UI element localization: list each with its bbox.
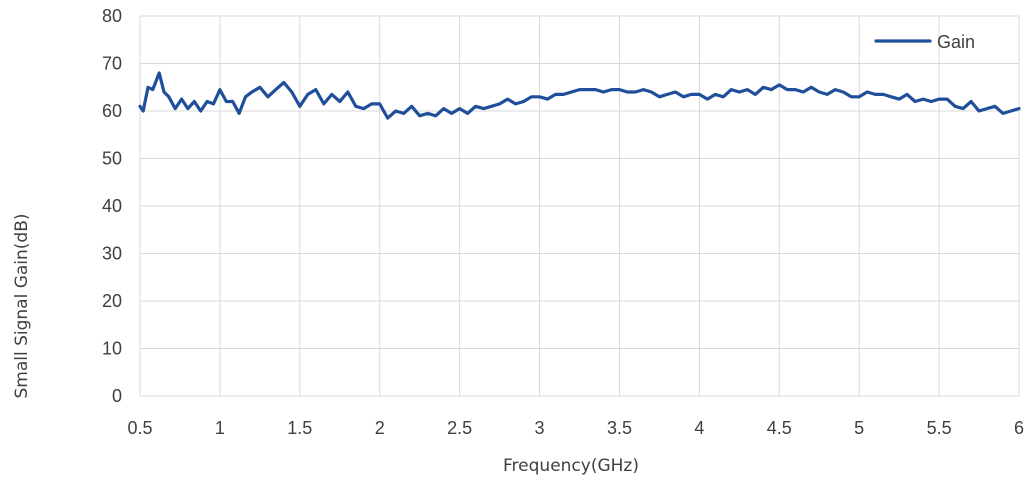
y-tick-label: 10 xyxy=(102,339,122,359)
grid xyxy=(139,15,1020,397)
x-axis-ticks: 0.5 1 1.5 2 2.5 3 3.5 4 4.5 5 5.5 6 xyxy=(127,418,1024,438)
y-tick-label: 60 xyxy=(102,101,122,121)
series-line-gain xyxy=(138,71,1021,120)
x-tick-label: 5.5 xyxy=(927,418,952,438)
y-tick-label: 20 xyxy=(102,291,122,311)
x-tick-label: 1.5 xyxy=(287,418,312,438)
y-axis-title: Small Signal Gain(dB) xyxy=(12,213,32,398)
x-tick-label: 2 xyxy=(375,418,385,438)
x-axis-title: Frequency(GHz) xyxy=(503,456,639,476)
x-tick-label: 5 xyxy=(854,418,864,438)
x-tick-label: 3 xyxy=(535,418,545,438)
x-tick-label: 1 xyxy=(215,418,225,438)
x-tick-label: 6 xyxy=(1014,418,1024,438)
y-tick-label: 0 xyxy=(112,386,122,406)
x-tick-label: 4.5 xyxy=(767,418,792,438)
y-tick-label: 30 xyxy=(102,244,122,264)
y-tick-label: 70 xyxy=(102,54,122,74)
series-layer xyxy=(138,71,1021,120)
y-tick-label: 80 xyxy=(102,6,122,26)
x-tick-label: 0.5 xyxy=(127,418,152,438)
y-axis-ticks: 0 10 20 30 40 50 60 70 80 xyxy=(102,6,122,406)
y-tick-label: 50 xyxy=(102,149,122,169)
legend-label-gain: Gain xyxy=(937,32,975,52)
x-tick-label: 3.5 xyxy=(607,418,632,438)
x-tick-label: 2.5 xyxy=(447,418,472,438)
y-tick-label: 40 xyxy=(102,196,122,216)
x-tick-label: 4 xyxy=(694,418,704,438)
legend: Gain xyxy=(874,32,975,52)
